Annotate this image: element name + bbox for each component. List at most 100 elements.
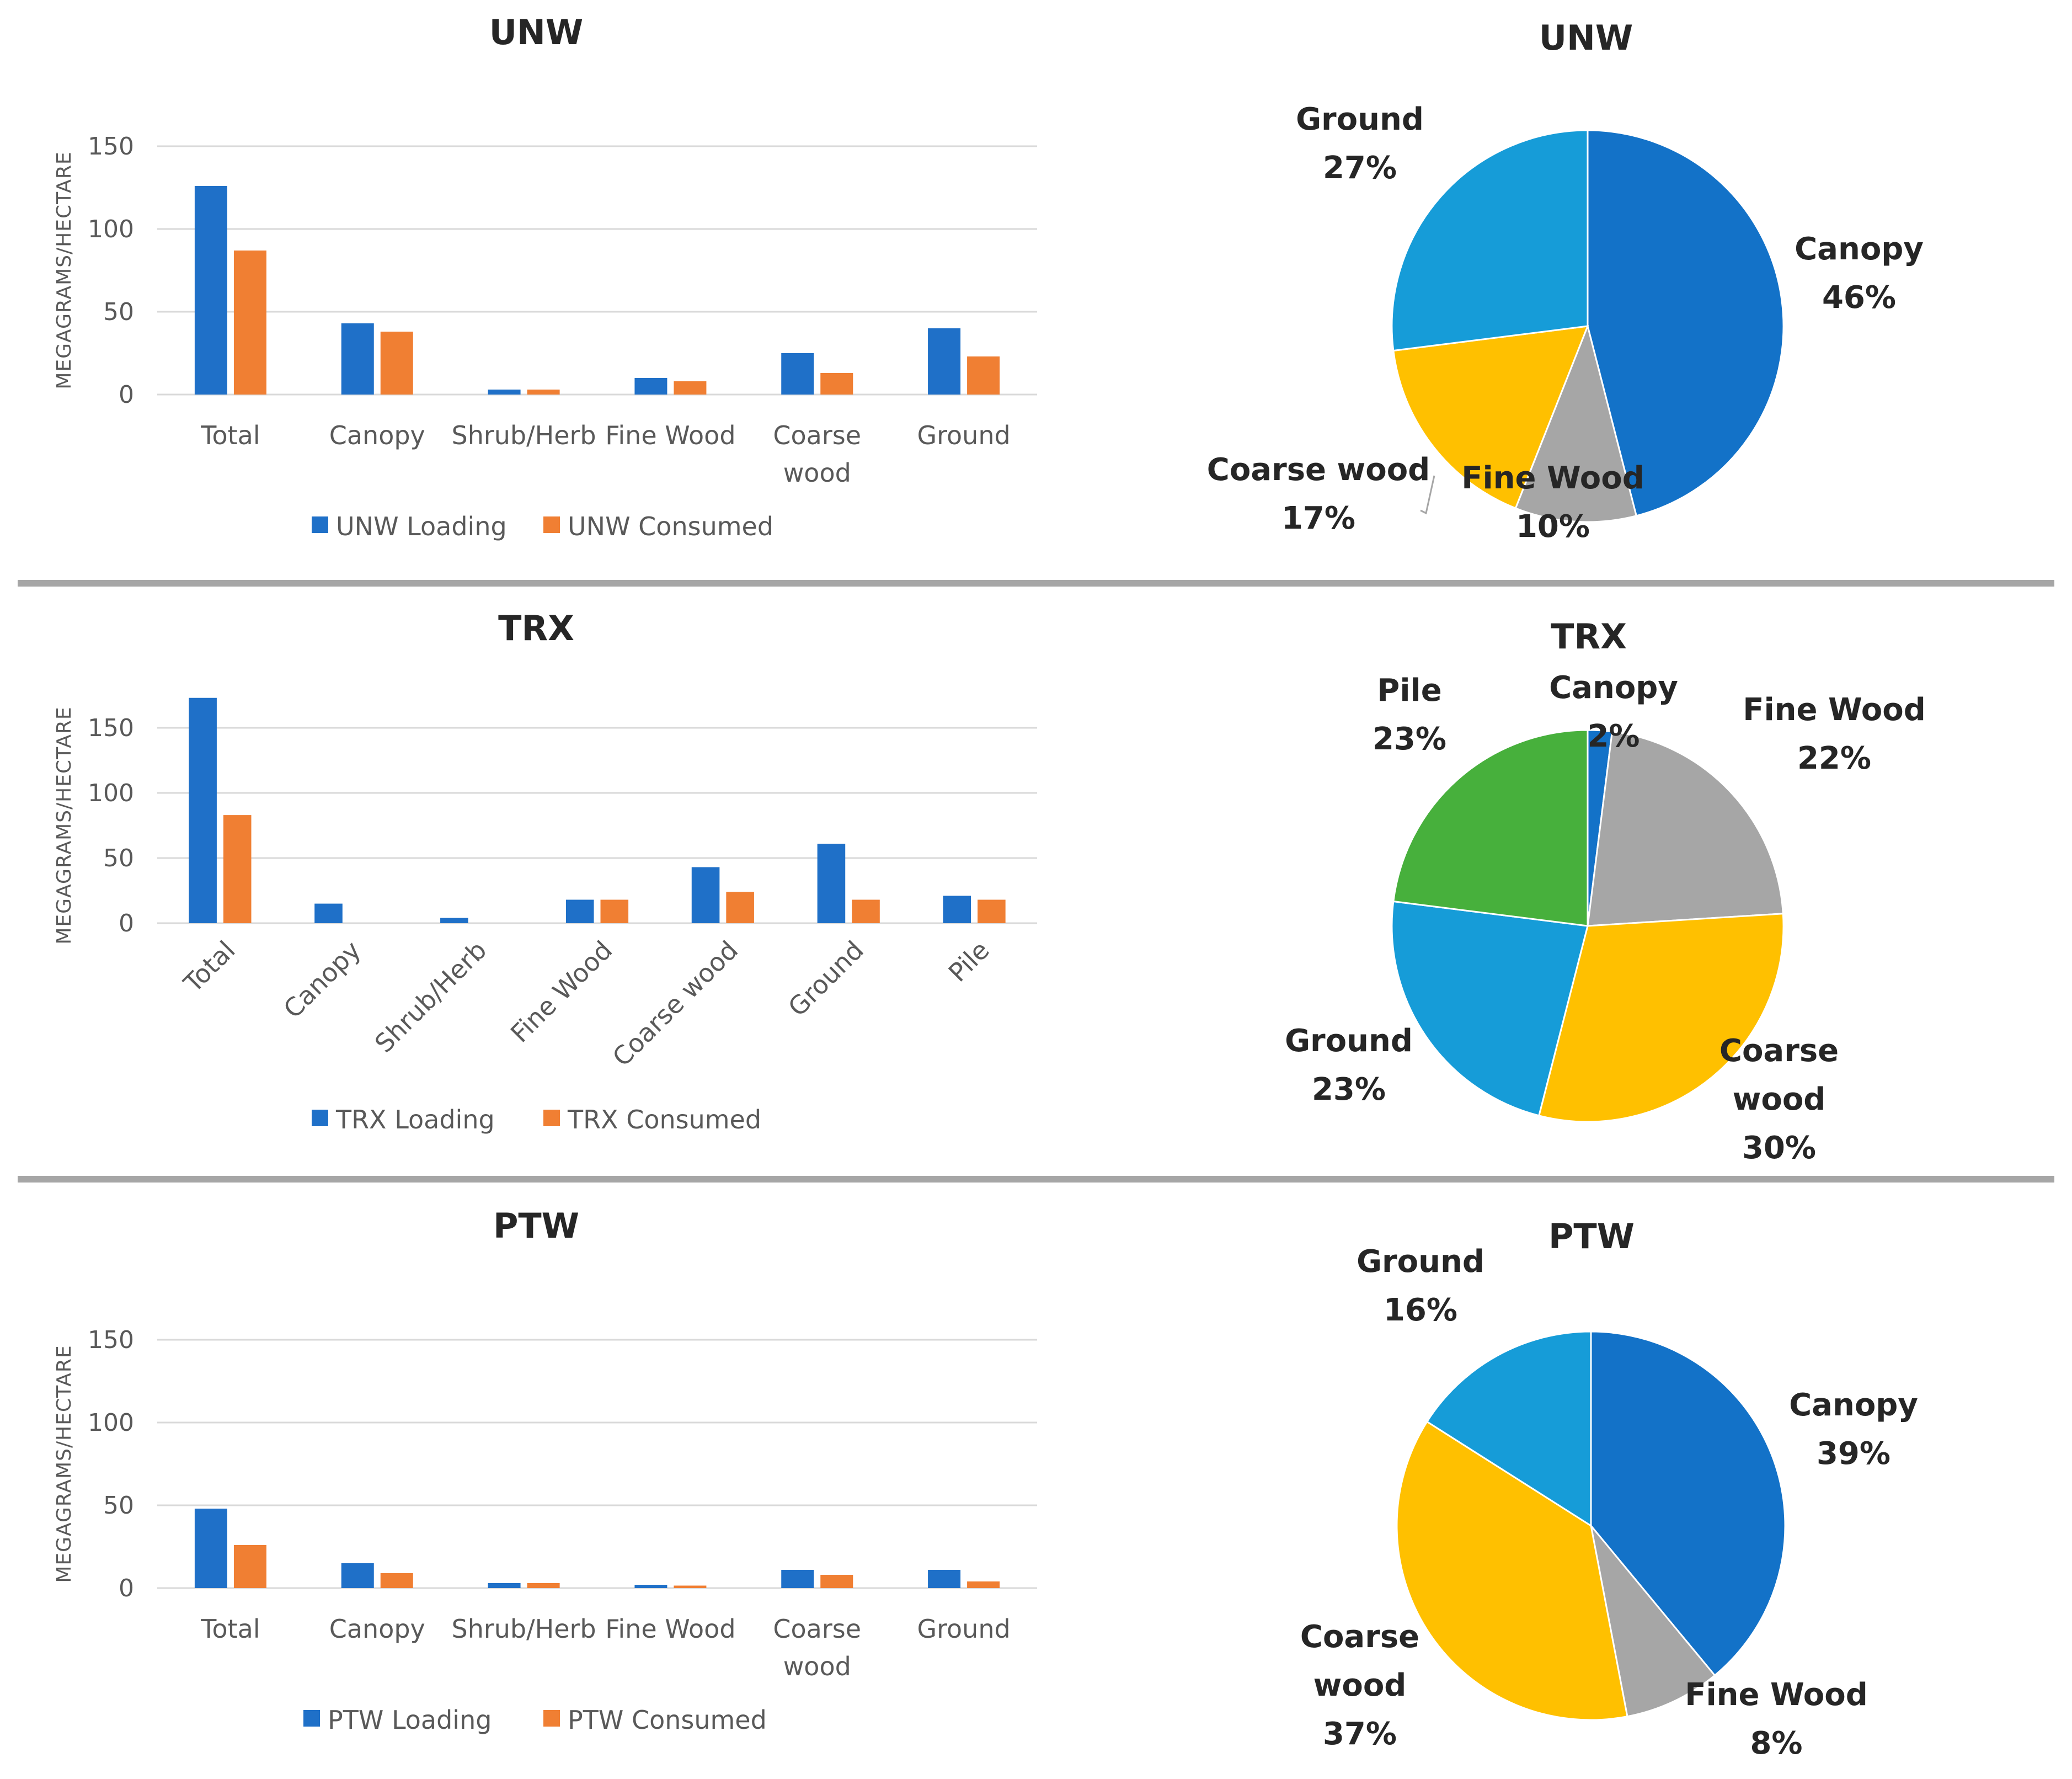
slice-label-canopy: Canopy	[1789, 1387, 1918, 1423]
category-label: Fine Wood	[605, 420, 735, 450]
category-label: Fine Wood	[605, 1614, 735, 1644]
legend-swatch-ptw-consumed	[543, 1710, 560, 1727]
y-tick-label: 50	[103, 844, 134, 872]
legend-label-ptw-consumed: PTW Consumed	[568, 1705, 767, 1735]
slice-percent-fine-wood: 10%	[1516, 509, 1590, 545]
bar-ptw-loading-fine-wood	[634, 1585, 667, 1588]
bar-trx-loading-shrub-herb	[440, 918, 468, 923]
legend-swatch-unw-loading	[312, 516, 328, 533]
pie-slice-coarse-wood	[1537, 913, 1785, 1123]
bar-ptw-loading-total	[194, 1509, 227, 1588]
category-label: Total	[200, 420, 260, 450]
bar-ptw-loading-ground	[928, 1570, 961, 1588]
pie-slice-ground	[1391, 900, 1589, 1117]
bar-ptw-consumed-fine-wood	[674, 1585, 707, 1588]
y-tick-label: 150	[88, 714, 134, 742]
y-tick-label: 150	[88, 132, 134, 161]
pie-slice-canopy	[1587, 129, 1785, 517]
bar-trx-loading-pile	[943, 896, 971, 923]
slice-percent-canopy: 39%	[1817, 1436, 1891, 1472]
slice-label-canopy: Canopy	[1795, 231, 1924, 267]
pie-slice-fine-wood	[1587, 731, 1784, 927]
pie-slice-fine-wood	[1514, 323, 1638, 523]
slice-percent-ground: 27%	[1323, 150, 1397, 186]
chart-title: UNW	[1539, 18, 1633, 58]
bar-trx-consumed-total	[223, 815, 252, 923]
y-axis-title: MEGAGRAMS/HECTARE	[53, 706, 76, 944]
y-tick-label: 100	[88, 215, 134, 243]
bar-unw-consumed-coarse-wood	[820, 373, 853, 395]
bar-trx-loading-ground	[817, 844, 846, 923]
category-label: Ground	[917, 420, 1010, 450]
slice-percent-pile: 23%	[1373, 721, 1446, 757]
legend-label-unw-consumed: UNW Consumed	[568, 512, 773, 541]
y-tick-label: 0	[119, 1574, 134, 1602]
bar-trx-loading-total	[189, 697, 217, 923]
bar-unw-loading-fine-wood	[634, 378, 667, 395]
row-separator-2	[18, 1176, 2054, 1183]
slice-label-ground: Ground	[1285, 1023, 1413, 1059]
slice-label-fine-wood: Fine Wood	[1685, 1677, 1868, 1713]
legend-label-unw-loading: UNW Loading	[336, 512, 507, 541]
slice-percent-canopy: 46%	[1822, 280, 1896, 316]
slice-label-ground: Ground	[1296, 102, 1424, 137]
category-label: Canopy	[329, 420, 425, 450]
y-tick-label: 50	[103, 298, 134, 326]
legend-swatch-trx-loading	[312, 1110, 328, 1126]
bar-trx-consumed-coarse-wood	[726, 892, 754, 923]
y-tick-label: 0	[119, 381, 134, 409]
row-separator-1	[18, 580, 2054, 587]
bar-trx-consumed-pile	[978, 899, 1006, 923]
category-label: Canopy	[329, 1614, 425, 1644]
chart-title: PTW	[493, 1206, 579, 1246]
bar-unw-loading-shrub-herb	[488, 390, 521, 395]
slice-label-coarse-wood: Coarse	[1300, 1619, 1419, 1655]
category-label: Ground	[917, 1614, 1010, 1644]
bar-unw-consumed-canopy	[380, 332, 413, 395]
bar-trx-loading-canopy	[314, 903, 343, 923]
slice-percent-coarse-wood: 17%	[1281, 500, 1355, 536]
slice-percent-ground: 16%	[1384, 1292, 1457, 1328]
y-tick-label: 150	[88, 1326, 134, 1354]
chart-panels: UNW 0 50 100 150 MEGAGRAMS/HECTARE Total Canopy…	[53, 12, 1926, 1761]
pie-slice-canopy	[1590, 1330, 1786, 1677]
y-axis-title: MEGAGRAMS/HECTARE	[53, 151, 76, 389]
slice-percent-coarse-wood: 30%	[1742, 1130, 1816, 1166]
bar-trx-loading-fine-wood	[565, 899, 594, 923]
y-tick-label: 100	[88, 779, 134, 807]
bar-unw-loading-coarse-wood	[781, 353, 814, 395]
bar-ptw-consumed-ground	[967, 1581, 1000, 1588]
bar-trx-consumed-ground	[852, 899, 880, 923]
category-label: Shrub/Herb	[452, 1614, 596, 1644]
slice-label-coarse-wood: Coarse	[1719, 1033, 1839, 1069]
bar-ptw-consumed-total	[233, 1545, 266, 1588]
slice-percent-coarse-wood: 37%	[1323, 1716, 1397, 1752]
pie-slice-coarse-wood	[1392, 325, 1589, 510]
slice-label-ground: Ground	[1357, 1244, 1484, 1280]
leader-line-coarse-wood	[1420, 475, 1435, 515]
bar-ptw-loading-shrub-herb	[488, 1583, 521, 1588]
bar-ptw-consumed-coarse-wood	[820, 1575, 853, 1588]
chart-title: PTW	[1548, 1216, 1635, 1256]
slice-label-fine-wood: Fine Wood	[1743, 692, 1926, 728]
slice-percent-fine-wood: 22%	[1797, 741, 1871, 776]
legend-label-ptw-loading: PTW Loading	[328, 1705, 492, 1735]
legend-swatch-ptw-loading	[303, 1710, 320, 1727]
category-label: Coarse	[773, 420, 861, 450]
y-tick-label: 0	[119, 909, 134, 938]
legend-label-trx-loading: TRX Loading	[335, 1105, 495, 1134]
pie-chart-unw: UNW Canopy 46% Fine Wood 10% Coarse wood 17% Gr…	[1207, 18, 1924, 545]
bar-unw-consumed-total	[233, 251, 266, 395]
bar-unw-loading-canopy	[341, 323, 374, 395]
y-axis-title: MEGAGRAMS/HECTARE	[53, 1345, 76, 1583]
y-tick-label: 50	[103, 1492, 134, 1520]
category-label: Shrub/Herb	[452, 420, 596, 450]
category-label-line2: wood	[783, 1652, 851, 1681]
bar-unw-loading-total	[194, 186, 227, 395]
pie-slice-ground	[1425, 1330, 1592, 1527]
bar-chart-ptw: PTW 0 50 100 150 MEGAGRAMS/HECTARE Total Canopy…	[53, 1206, 1037, 1735]
bar-trx-consumed-fine-wood	[600, 899, 629, 923]
slice-percent-fine-wood: 8%	[1750, 1725, 1802, 1761]
pie-chart-ptw: PTW Canopy 39% Fine Wood 8% Coarse wood 37% Grou…	[1300, 1216, 1918, 1761]
